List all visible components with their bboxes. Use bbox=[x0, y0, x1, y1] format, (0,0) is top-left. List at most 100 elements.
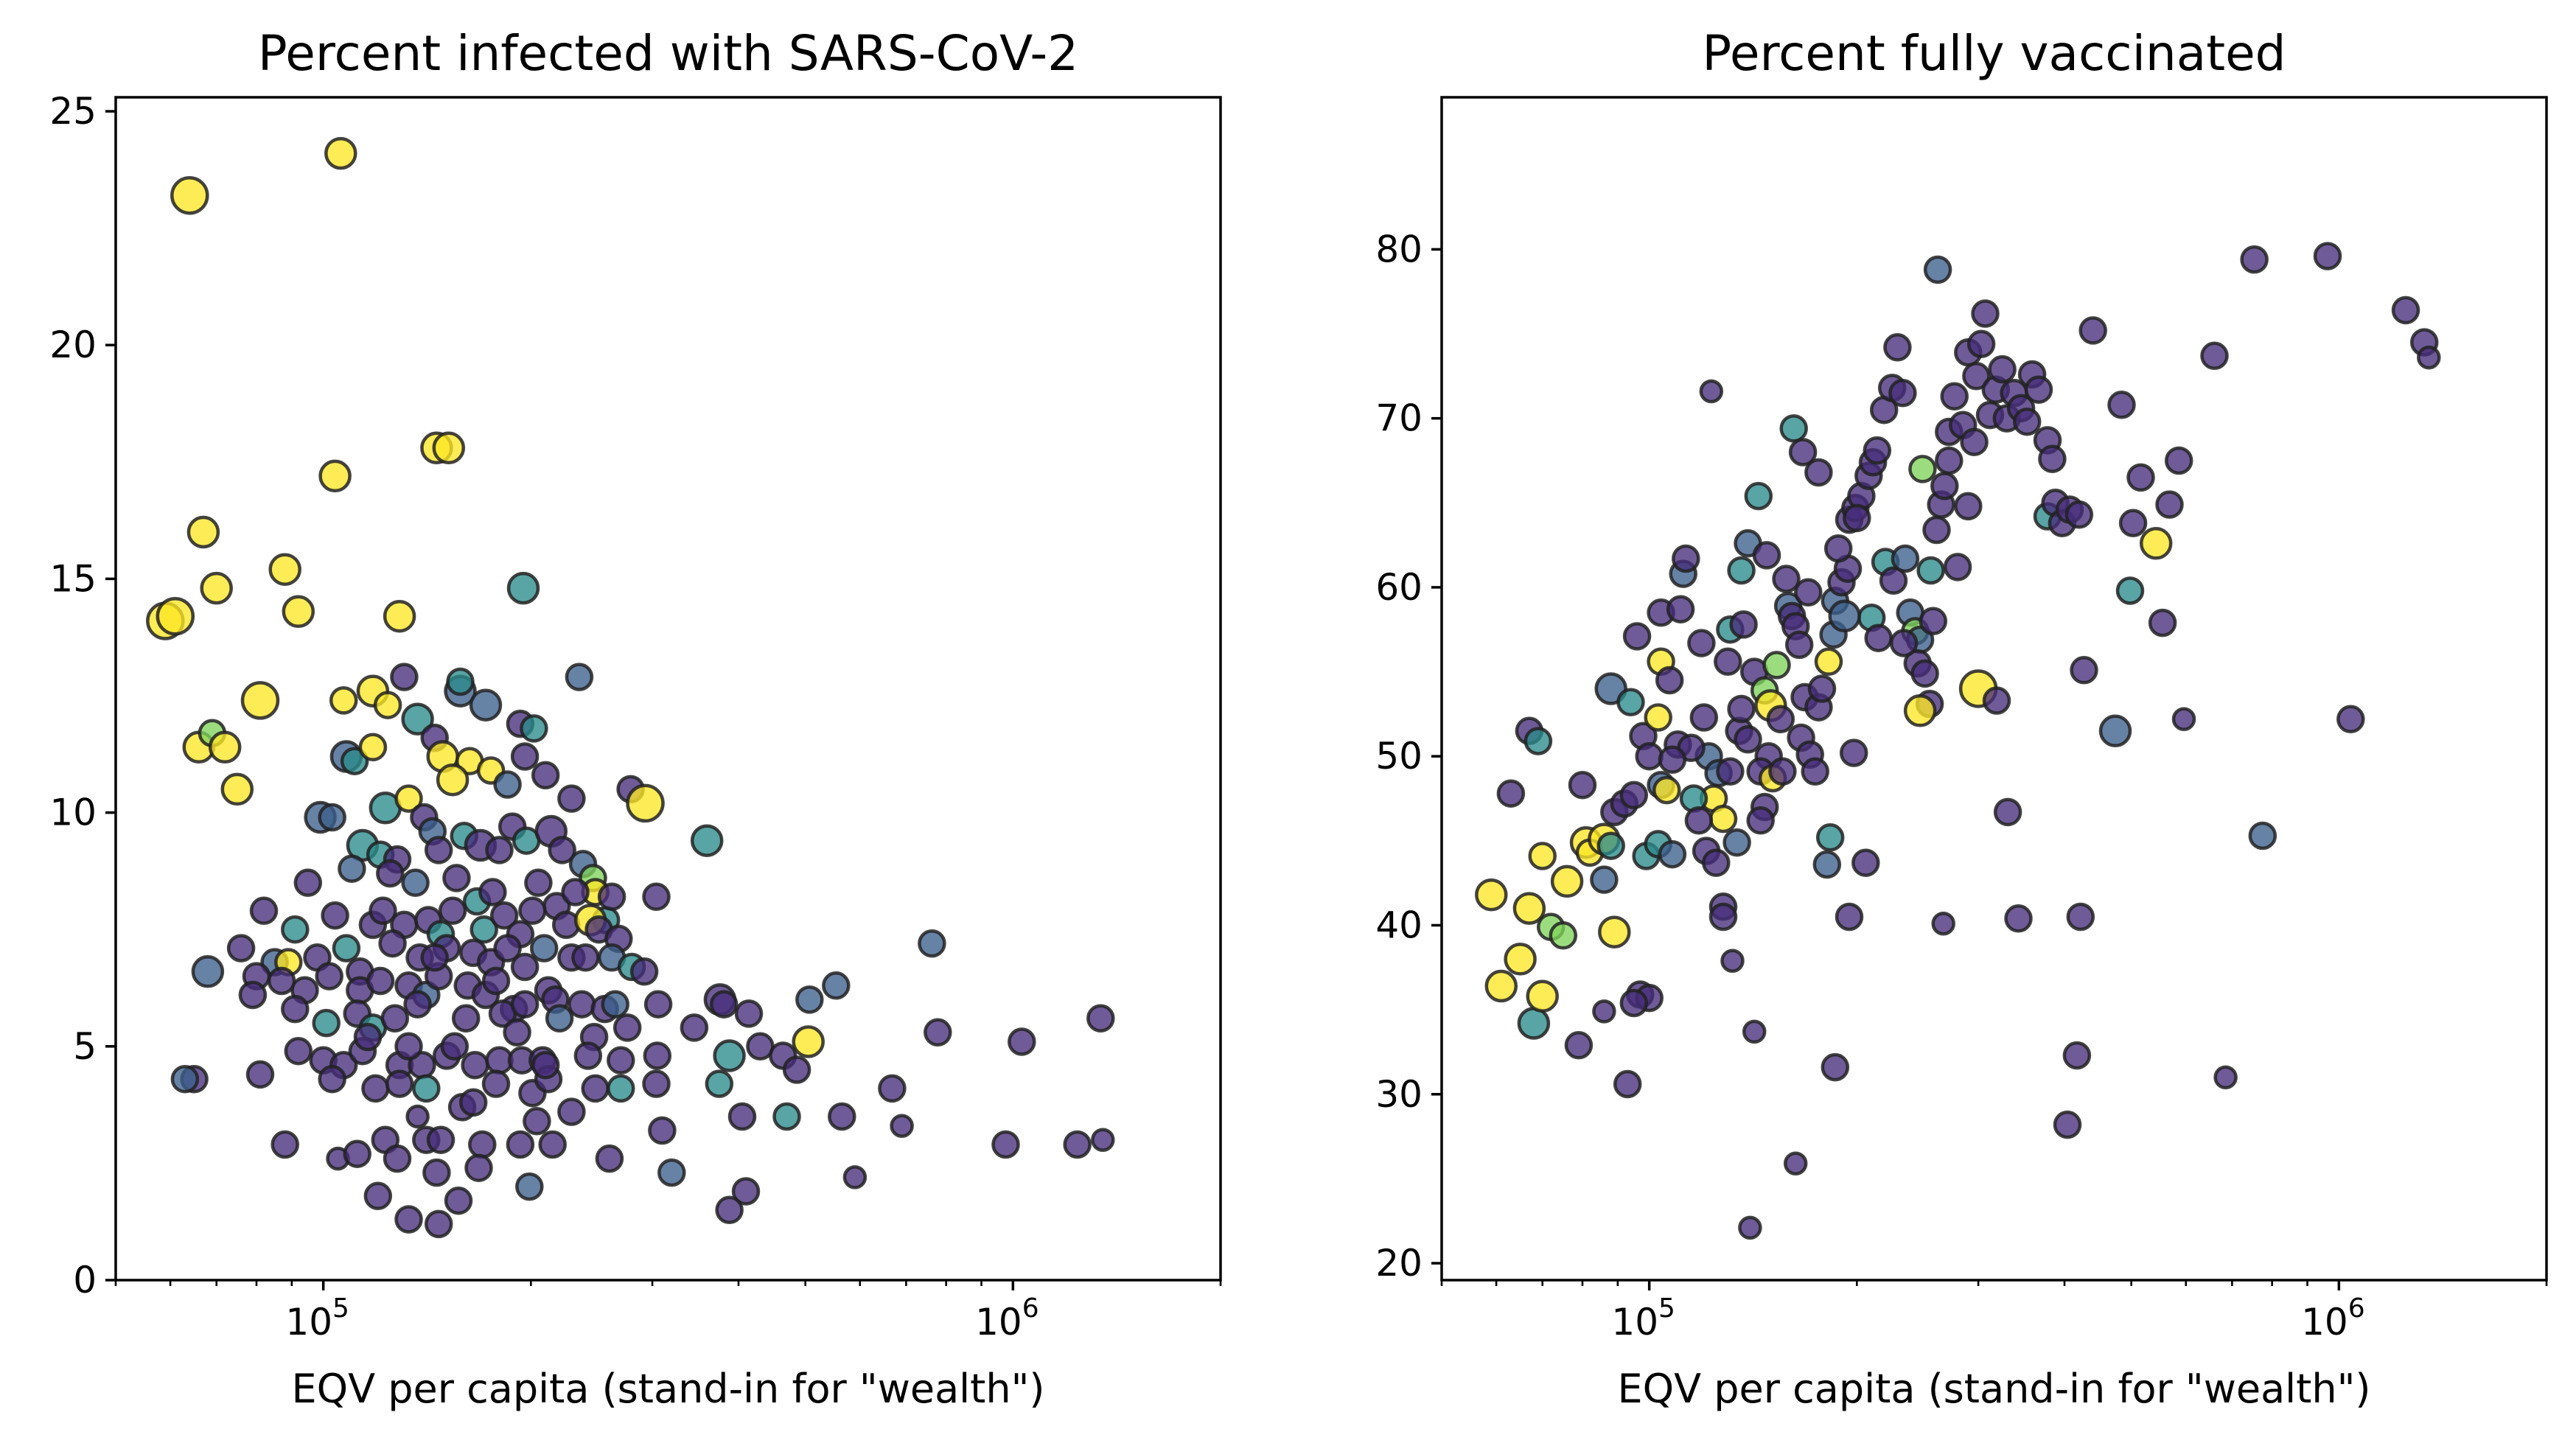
data-point bbox=[1708, 804, 1738, 834]
data-point bbox=[1517, 1007, 1551, 1040]
data-point bbox=[324, 136, 357, 170]
data-point bbox=[366, 966, 395, 996]
y-tick-label: 25 bbox=[49, 90, 97, 133]
plot-frame bbox=[1440, 96, 2548, 1282]
data-point bbox=[1954, 492, 1983, 521]
data-point bbox=[731, 1177, 761, 1206]
data-point bbox=[2164, 446, 2193, 475]
data-point bbox=[156, 596, 195, 636]
data-point bbox=[1823, 534, 1853, 563]
data-point bbox=[1962, 362, 1991, 391]
data-point bbox=[485, 836, 514, 864]
data-point bbox=[1720, 948, 1745, 973]
chart-title: Percent fully vaccinated bbox=[1702, 25, 2286, 82]
data-point bbox=[405, 1104, 430, 1129]
data-point bbox=[220, 772, 254, 806]
x-axis-label: EQV per capita (stand-in for "wealth") bbox=[1618, 1366, 2371, 1412]
data-point bbox=[340, 747, 369, 776]
data-point bbox=[2313, 242, 2342, 270]
data-point bbox=[469, 688, 503, 722]
data-point bbox=[1504, 943, 1537, 976]
data-point bbox=[318, 1064, 346, 1094]
data-point bbox=[385, 1069, 414, 1098]
data-point bbox=[2155, 490, 2184, 519]
data-point bbox=[2098, 714, 2132, 748]
data-point bbox=[394, 1032, 423, 1061]
data-point bbox=[1993, 797, 2022, 827]
data-point bbox=[1592, 999, 1616, 1024]
data-point bbox=[642, 882, 671, 912]
data-point bbox=[1689, 703, 1719, 732]
data-point bbox=[318, 459, 352, 493]
data-point bbox=[1523, 727, 1553, 755]
data-point bbox=[1766, 705, 1795, 734]
data-point bbox=[321, 901, 349, 930]
data-point bbox=[1008, 1027, 1036, 1056]
data-point bbox=[376, 859, 405, 888]
x-tick-label: 106 bbox=[2301, 1293, 2365, 1344]
data-point bbox=[1568, 770, 1597, 800]
data-point bbox=[1619, 780, 1649, 810]
data-point bbox=[1729, 610, 1758, 639]
data-point bbox=[1635, 741, 1664, 771]
data-point bbox=[426, 1125, 455, 1154]
data-point bbox=[709, 990, 739, 1019]
data-point bbox=[424, 836, 453, 864]
data-point bbox=[1908, 455, 1937, 483]
data-point bbox=[918, 929, 946, 958]
data-point bbox=[2115, 576, 2145, 605]
data-point bbox=[440, 1032, 470, 1061]
data-point bbox=[510, 990, 540, 1019]
data-point bbox=[1714, 647, 1742, 677]
data-point bbox=[734, 999, 764, 1028]
data-point bbox=[1590, 865, 1619, 894]
infection-chart: 0 5 10 15 20 25 105 106 Percent infected with SA… bbox=[49, 25, 1222, 1412]
data-point bbox=[506, 1130, 535, 1159]
data-point bbox=[568, 990, 596, 1019]
plot-frame bbox=[114, 96, 1222, 1282]
data-point bbox=[2213, 1065, 2238, 1090]
data-point bbox=[1903, 694, 1937, 727]
data-point bbox=[446, 667, 475, 696]
data-point bbox=[557, 784, 586, 813]
data-point bbox=[369, 896, 397, 926]
data-point bbox=[561, 878, 590, 906]
data-point bbox=[458, 1088, 488, 1117]
data-point bbox=[489, 901, 519, 930]
data-point bbox=[2064, 500, 2094, 529]
data-point bbox=[281, 915, 310, 944]
data-point bbox=[607, 1074, 635, 1103]
data-point bbox=[1616, 688, 1645, 717]
y-tick-label: 20 bbox=[49, 324, 97, 366]
data-point bbox=[643, 990, 673, 1019]
data-point bbox=[420, 943, 449, 972]
data-point bbox=[518, 896, 547, 926]
scatter-points bbox=[1475, 242, 2441, 1240]
data-point bbox=[1549, 921, 1578, 950]
vaccination-chart: 20 30 40 50 60 70 80 105 106 Percent fully vaccin… bbox=[1375, 25, 2548, 1412]
data-point bbox=[1804, 458, 1833, 487]
data-point bbox=[464, 1153, 493, 1182]
data-point bbox=[531, 1050, 560, 1080]
data-point bbox=[1879, 566, 1908, 595]
data-point bbox=[1762, 651, 1791, 679]
data-point bbox=[795, 985, 824, 1014]
data-point bbox=[436, 763, 470, 797]
data-point bbox=[538, 1130, 567, 1159]
data-point bbox=[422, 1158, 451, 1187]
data-point bbox=[1891, 544, 1920, 573]
data-point bbox=[2078, 316, 2107, 345]
data-point bbox=[1814, 647, 1843, 677]
y-tick-label: 40 bbox=[1375, 904, 1423, 947]
y-tick-label: 20 bbox=[1375, 1242, 1423, 1285]
data-point bbox=[401, 868, 430, 898]
data-point bbox=[432, 431, 466, 465]
data-point bbox=[573, 1041, 603, 1070]
data-point bbox=[403, 990, 432, 1019]
data-point bbox=[1550, 864, 1584, 898]
data-point bbox=[270, 1130, 299, 1159]
data-point bbox=[1598, 915, 1631, 948]
data-point bbox=[782, 1055, 811, 1084]
data-point bbox=[378, 929, 407, 958]
data-point bbox=[1931, 911, 1955, 936]
